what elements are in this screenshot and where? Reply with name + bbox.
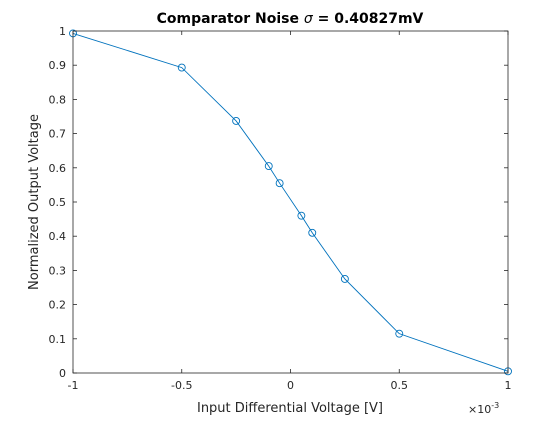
data-point-marker bbox=[308, 228, 317, 237]
x-axis-exponent-base: ×10 bbox=[468, 403, 491, 416]
plot-area-background bbox=[73, 31, 508, 373]
chart-title-sigma: σ bbox=[304, 11, 314, 27]
x-tick-label: -1 bbox=[68, 379, 79, 392]
y-tick-label: 0.7 bbox=[49, 128, 67, 141]
y-tick-label: 0.6 bbox=[49, 162, 67, 175]
y-tick-label: 1 bbox=[59, 25, 66, 38]
data-point-marker bbox=[264, 162, 273, 171]
x-axis-label: Input Differential Voltage [V] bbox=[197, 401, 383, 416]
series-line bbox=[72, 32, 509, 372]
y-tick-label: 0.4 bbox=[49, 230, 67, 243]
x-tick-label: 0 bbox=[287, 379, 294, 392]
x-tick-label: 0.5 bbox=[391, 379, 409, 392]
data-point-marker bbox=[232, 116, 241, 125]
x-axis-exponent-power: -3 bbox=[491, 401, 499, 410]
chart-title-prefix: Comparator Noise bbox=[157, 11, 304, 27]
data-point-marker bbox=[395, 329, 404, 338]
y-tick-label: 0.2 bbox=[49, 299, 67, 312]
y-tick-label: 0.9 bbox=[49, 59, 67, 72]
chart-title: Comparator Noise σ = 0.40827mV bbox=[157, 11, 424, 27]
data-point-marker bbox=[177, 63, 186, 72]
text-group: Comparator Noise σ = 0.40827mV Input Dif… bbox=[27, 11, 499, 416]
axes-group: -1 -0.5 0 0.5 1 0 0.1 0.2 0.3 0.4 0.5 0.6 0.7 0.8 0.9 1 bbox=[49, 25, 512, 392]
x-axis-exponent: ×10-3 bbox=[468, 401, 499, 416]
data-point-marker bbox=[340, 275, 349, 283]
y-axis-label: Normalized Output Voltage bbox=[27, 114, 42, 290]
y-tick-label: 0 bbox=[59, 367, 66, 380]
x-tick-label: -0.5 bbox=[171, 379, 192, 392]
data-point-marker bbox=[297, 211, 306, 220]
y-tick-label: 0.1 bbox=[49, 333, 67, 346]
y-tick-label: 0.8 bbox=[49, 93, 67, 106]
data-point-marker bbox=[275, 179, 284, 188]
x-tick-label: 1 bbox=[505, 379, 512, 392]
y-tick-label: 0.5 bbox=[49, 196, 67, 209]
chart-title-suffix: = 0.40827mV bbox=[313, 11, 424, 27]
y-tick-label: 0.3 bbox=[49, 264, 67, 277]
